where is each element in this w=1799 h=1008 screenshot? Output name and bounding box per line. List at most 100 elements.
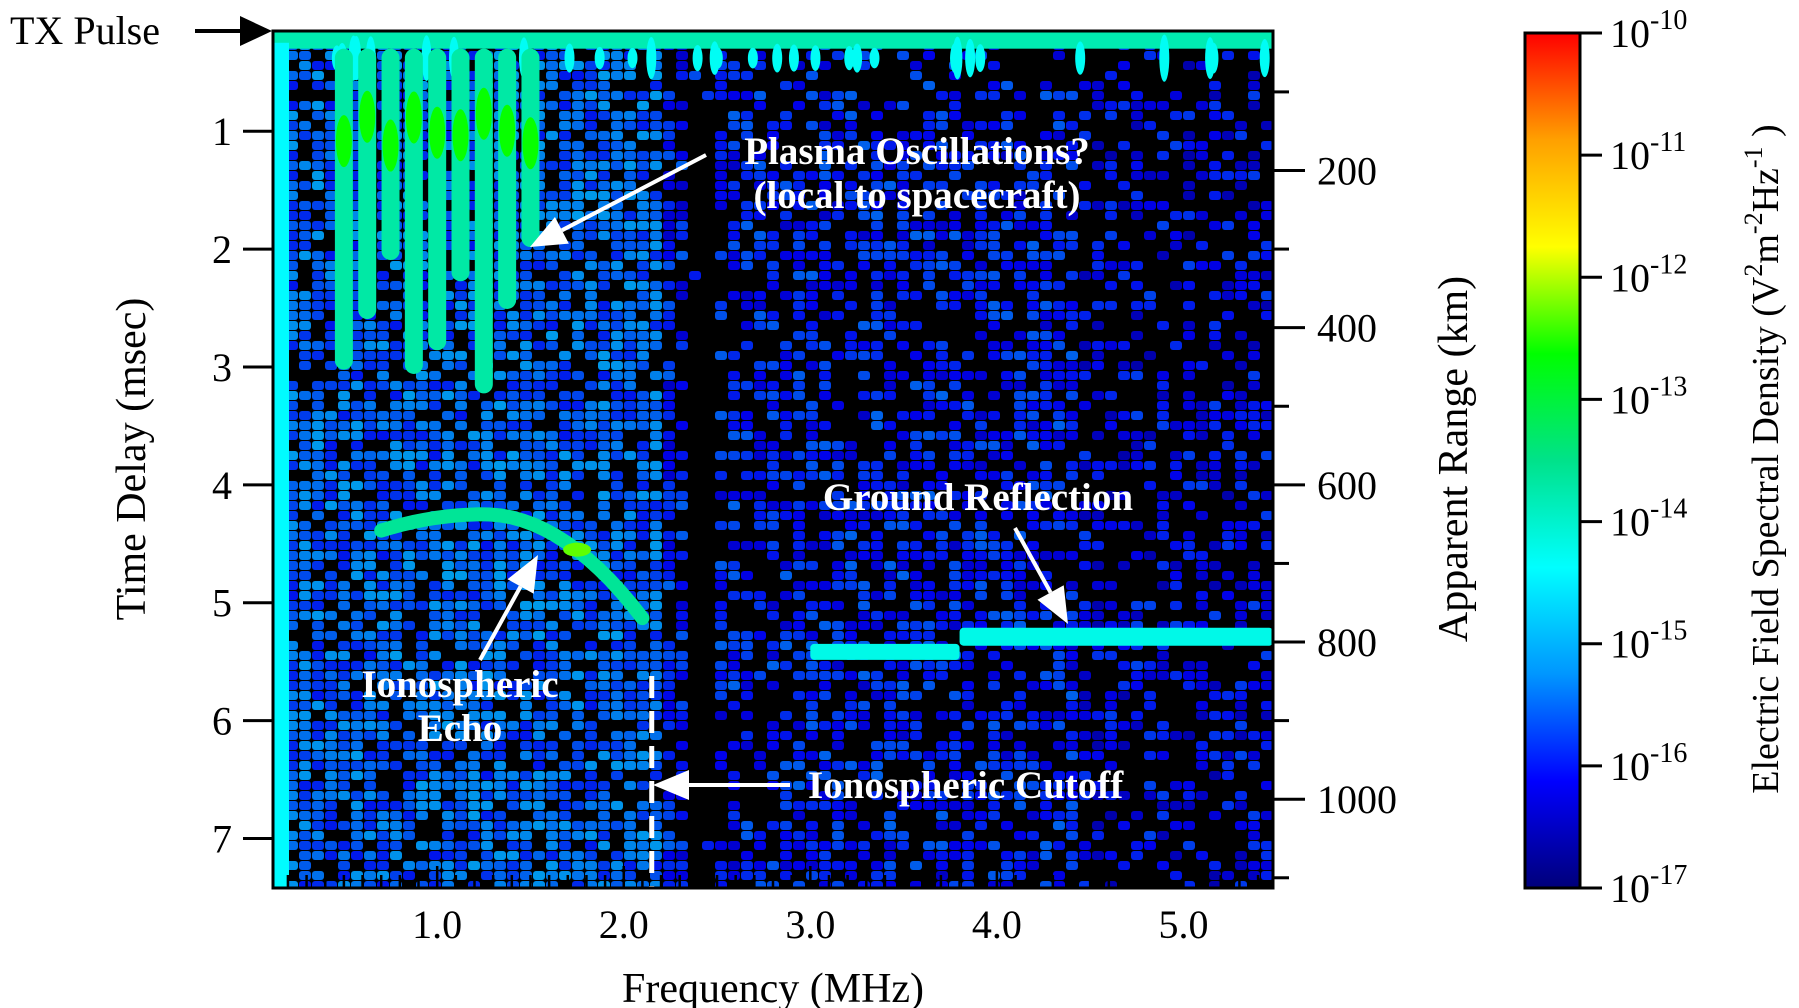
noise-cell — [611, 121, 623, 130]
noise-cell — [1222, 411, 1234, 420]
noise-cell — [481, 471, 493, 480]
noise-cell — [728, 561, 740, 570]
noise-cell — [572, 601, 584, 610]
noise-cell — [845, 191, 857, 200]
noise-cell — [663, 661, 675, 670]
noise-cell — [923, 111, 935, 120]
noise-cell — [299, 441, 311, 450]
noise-cell — [975, 791, 987, 800]
noise-cell — [858, 191, 870, 200]
noise-cell — [442, 621, 454, 630]
noise-cell — [572, 331, 584, 340]
noise-cell — [910, 601, 922, 610]
noise-cell — [1040, 151, 1052, 160]
noise-cell — [598, 231, 610, 240]
noise-cell — [611, 801, 623, 810]
noise-cell — [507, 501, 519, 510]
noise-cell — [741, 861, 753, 870]
noise-cell — [559, 511, 571, 520]
noise-cell — [819, 471, 831, 480]
noise-cell — [351, 381, 363, 390]
noise-cell — [1092, 271, 1104, 280]
noise-cell — [364, 551, 376, 560]
noise-cell — [442, 351, 454, 360]
noise-cell — [936, 261, 948, 270]
noise-cell — [572, 751, 584, 760]
noise-cell — [1261, 451, 1273, 460]
noise-cell — [1261, 711, 1273, 720]
noise-cell — [741, 221, 753, 230]
noise-cell — [1131, 601, 1143, 610]
noise-cell — [585, 721, 597, 730]
noise-cell — [520, 731, 532, 740]
noise-cell — [611, 61, 623, 70]
noise-cell — [949, 591, 961, 600]
noise-cell — [468, 781, 480, 790]
noise-cell — [611, 151, 623, 160]
noise-cell — [884, 861, 896, 870]
noise-cell — [962, 401, 974, 410]
noise-cell — [650, 411, 662, 420]
noise-cell — [507, 611, 519, 620]
noise-cell — [650, 521, 662, 530]
noise-cell — [780, 181, 792, 190]
noise-cell — [351, 451, 363, 460]
noise-cell — [1183, 161, 1195, 170]
noise-cell — [442, 461, 454, 470]
noise-cell — [429, 851, 441, 860]
noise-cell — [390, 401, 402, 410]
noise-cell — [1092, 321, 1104, 330]
noise-cell — [676, 501, 688, 510]
noise-cell — [1027, 411, 1039, 420]
noise-cell — [312, 781, 324, 790]
noise-cell — [338, 511, 350, 520]
noise-cell — [650, 581, 662, 590]
noise-cell — [585, 801, 597, 810]
noise-cell — [611, 431, 623, 440]
noise-cell — [325, 421, 337, 430]
noise-cell — [325, 131, 337, 140]
noise-cell — [585, 311, 597, 320]
noise-cell — [351, 551, 363, 560]
noise-cell — [663, 701, 675, 710]
noise-cell — [897, 731, 909, 740]
noise-cell — [611, 441, 623, 450]
noise-cell — [962, 781, 974, 790]
noise-cell — [637, 581, 649, 590]
noise-cell — [481, 541, 493, 550]
noise-cell — [299, 651, 311, 660]
noise-cell — [572, 61, 584, 70]
noise-cell — [1196, 261, 1208, 270]
noise-cell — [1261, 681, 1273, 690]
noise-cell — [1001, 151, 1013, 160]
noise-cell — [442, 411, 454, 420]
noise-cell — [1040, 781, 1052, 790]
noise-cell — [780, 111, 792, 120]
noise-cell — [312, 661, 324, 670]
noise-cell — [988, 321, 1000, 330]
noise-cell — [819, 151, 831, 160]
noise-cell — [1053, 311, 1065, 320]
noise-cell — [1040, 321, 1052, 330]
noise-cell — [806, 121, 818, 130]
noise-cell — [598, 491, 610, 500]
noise-cell — [780, 641, 792, 650]
noise-cell — [351, 621, 363, 630]
noise-cell — [494, 421, 506, 430]
noise-cell — [299, 521, 311, 530]
noise-cell — [1144, 781, 1156, 790]
noise-cell — [1001, 551, 1013, 560]
noise-cell — [650, 601, 662, 610]
ionospheric-echo-arrow — [478, 555, 538, 661]
noise-cell — [1092, 711, 1104, 720]
noise-cell — [325, 331, 337, 340]
noise-cell — [1131, 151, 1143, 160]
noise-cell — [1014, 391, 1026, 400]
noise-cell — [741, 491, 753, 500]
noise-cell — [819, 601, 831, 610]
noise-cell — [715, 761, 727, 770]
noise-cell — [897, 371, 909, 380]
noise-cell — [416, 381, 428, 390]
noise-cell — [377, 541, 389, 550]
noise-cell — [1209, 191, 1221, 200]
